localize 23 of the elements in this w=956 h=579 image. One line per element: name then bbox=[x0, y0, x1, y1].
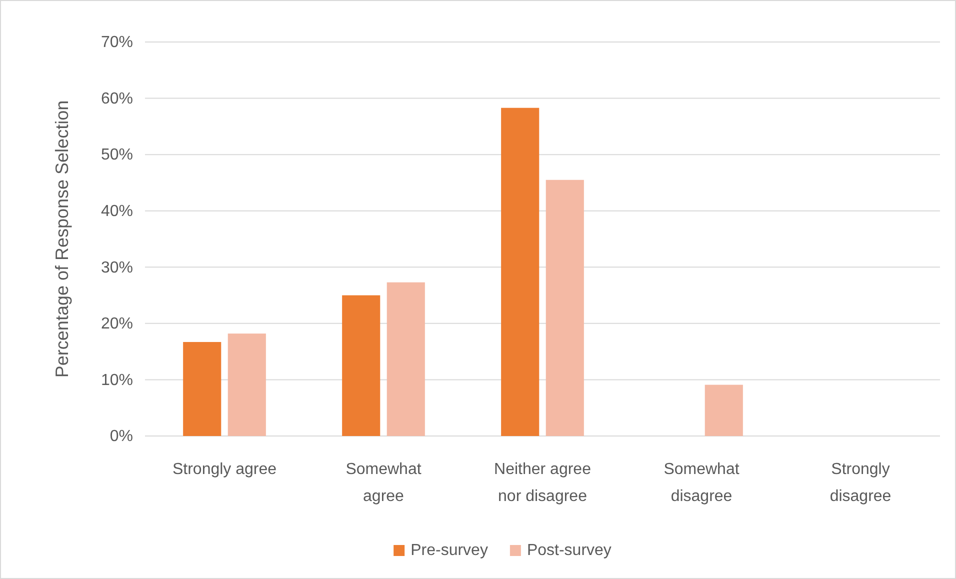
bar bbox=[704, 384, 743, 436]
x-tick-label: Neither agree nor disagree bbox=[494, 461, 592, 505]
y-tick-label: 50% bbox=[100, 146, 133, 164]
bar bbox=[183, 342, 222, 436]
bar bbox=[342, 295, 380, 436]
y-tick-label: 0% bbox=[110, 428, 133, 446]
x-tick-label: Strongly disagree bbox=[830, 461, 892, 505]
y-tick-label: 10% bbox=[100, 372, 133, 389]
bar bbox=[228, 334, 266, 436]
y-axis-title: Percentage of Response Selection bbox=[52, 100, 72, 378]
legend-label: Pre-survey bbox=[410, 542, 488, 559]
bar bbox=[501, 108, 540, 436]
x-tick-label: Somewhat disagree bbox=[664, 461, 740, 505]
y-tick-label: 70% bbox=[100, 34, 133, 52]
y-tick-label: 40% bbox=[100, 202, 133, 220]
x-tick-label: Somewhat agree bbox=[346, 461, 422, 505]
x-tick-label: Strongly agree bbox=[172, 461, 277, 478]
y-tick-label: 20% bbox=[100, 316, 133, 333]
y-tick-label: 60% bbox=[100, 90, 133, 108]
y-tick-label: 30% bbox=[100, 259, 133, 276]
bar bbox=[546, 180, 584, 436]
bar bbox=[386, 282, 425, 436]
legend-label: Post-survey bbox=[526, 542, 612, 559]
